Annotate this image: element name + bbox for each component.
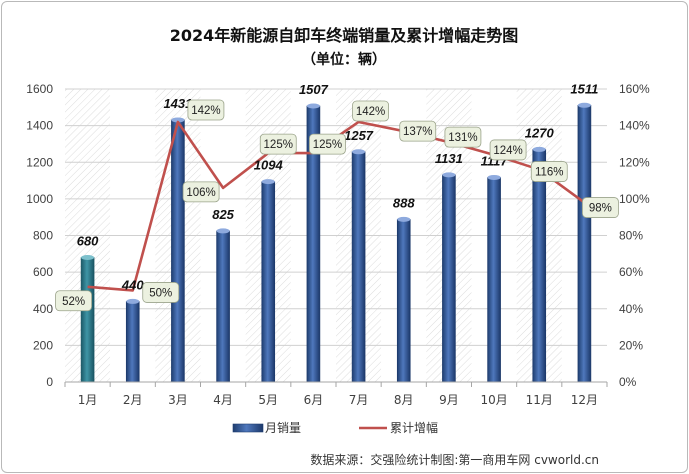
chart-title: 2024年新能源自卸车终端销量及累计增幅走势图 [170,26,519,45]
x-tick-label: 5月 [258,393,278,407]
bar [80,257,95,383]
bar-value-label: 825 [212,207,234,222]
bar-top [352,149,366,155]
bar-top [216,228,230,234]
bar-top [442,172,456,178]
pct-label-box [55,290,92,312]
x-tick-label: 12月 [571,393,598,407]
pct-label-box [352,100,389,122]
source-note: 数据来源：交强险统计制图:第一商用车网 cvworld.cn [310,452,599,467]
bar [396,219,411,383]
pct-label: 125% [264,139,293,151]
y-right-tick-label: 100% [619,192,650,206]
pct-label: 52% [62,296,85,308]
pct-label-box [187,99,225,121]
y-left-tick-label: 200 [33,338,53,352]
y-left-tick-label: 1400 [26,119,53,133]
bar-value-label: 1131 [435,151,463,166]
bar-value-label: 1094 [254,158,284,173]
pct-label: 98% [589,203,612,215]
pct-label-box [530,161,568,182]
bar-top [577,102,591,108]
bar [171,119,185,383]
pct-label: 142% [191,105,220,117]
legend-bar-swatch [232,423,264,433]
pct-label-box [182,181,220,203]
legend: 月销量 累计增幅 [232,420,438,435]
bar-top [487,174,501,180]
bar [442,174,456,383]
x-tick-label: 4月 [213,393,233,407]
bar [577,104,592,383]
bar-top [261,179,275,185]
bar-value-label: 1511 [570,81,598,96]
bar [532,149,547,383]
bar [351,151,366,383]
y-left-tick-label: 1000 [26,192,53,206]
y-left-tick-label: 600 [33,265,53,279]
legend-line-label: 累计增幅 [390,420,438,435]
bar [487,177,501,383]
bar-value-label: 680 [77,233,99,248]
y-left-tick-label: 0 [46,375,53,389]
pct-label: 50% [149,287,172,299]
bar-top [532,146,546,152]
pct-label: 131% [448,132,477,144]
y-right-tick-label: 20% [619,338,643,352]
x-tick-label: 11月 [526,393,553,407]
pct-label: 116% [535,167,564,179]
bar-top [126,298,140,304]
pct-label: 125% [313,139,342,151]
x-tick-label: 7月 [349,393,369,407]
pct-label-box [259,133,297,155]
y-right-tick-label: 80% [619,229,643,243]
x-tick-label: 1月 [78,393,98,407]
x-tick-label: 6月 [304,393,324,407]
y-right-tick-label: 120% [619,155,650,169]
pct-label-box [582,197,619,218]
pct-label: 142% [356,106,385,118]
bar-value-label: 1431 [163,96,192,111]
x-tick-label: 8月 [394,393,414,407]
pct-label: 124% [493,145,522,157]
axes: 0 200 400 600 800 1000 1200 1400 1600 0% 20% 40% 60%… [26,82,650,407]
x-tick-label: 10月 [480,393,507,407]
legend-bar-label: 月销量 [265,421,301,435]
y-left-tick-label: 1200 [26,155,53,169]
pct-label-box [489,139,527,161]
y-right-tick-label: 0% [619,375,637,389]
bar-value-label: 440 [121,277,144,292]
bar-top [397,216,411,222]
pct-label: 137% [403,126,432,138]
bar-value-label: 1257 [344,128,374,143]
y-left-tick-label: 400 [33,302,53,316]
bar [261,181,276,383]
pct-label-box [309,133,346,155]
pct-label-box [142,282,180,303]
y-right-tick-label: 160% [619,82,650,96]
y-right-tick-label: 40% [619,302,643,316]
bar-value-label: 1507 [299,82,329,97]
chart-subtitle: （单位：辆） [302,51,386,68]
y-right-tick-label: 140% [619,119,650,133]
bar-value-label: 1270 [525,125,555,140]
pct-label: 106% [186,187,215,199]
bar [216,230,230,383]
y-right-tick-label: 60% [619,265,643,279]
x-tick-label: 9月 [439,393,459,407]
y-left-tick-label: 1600 [26,82,53,96]
bar [125,301,140,383]
bar-top [171,117,185,123]
pct-label-box [399,120,437,142]
bar-top [81,254,95,260]
x-tick-label: 3月 [168,393,188,407]
x-tick-label: 2月 [123,393,143,407]
bar-top [306,103,320,109]
bar-value-label: 888 [393,195,415,210]
y-left-tick-label: 800 [33,229,53,243]
bar-series [80,102,592,383]
pct-label-box [444,126,482,148]
